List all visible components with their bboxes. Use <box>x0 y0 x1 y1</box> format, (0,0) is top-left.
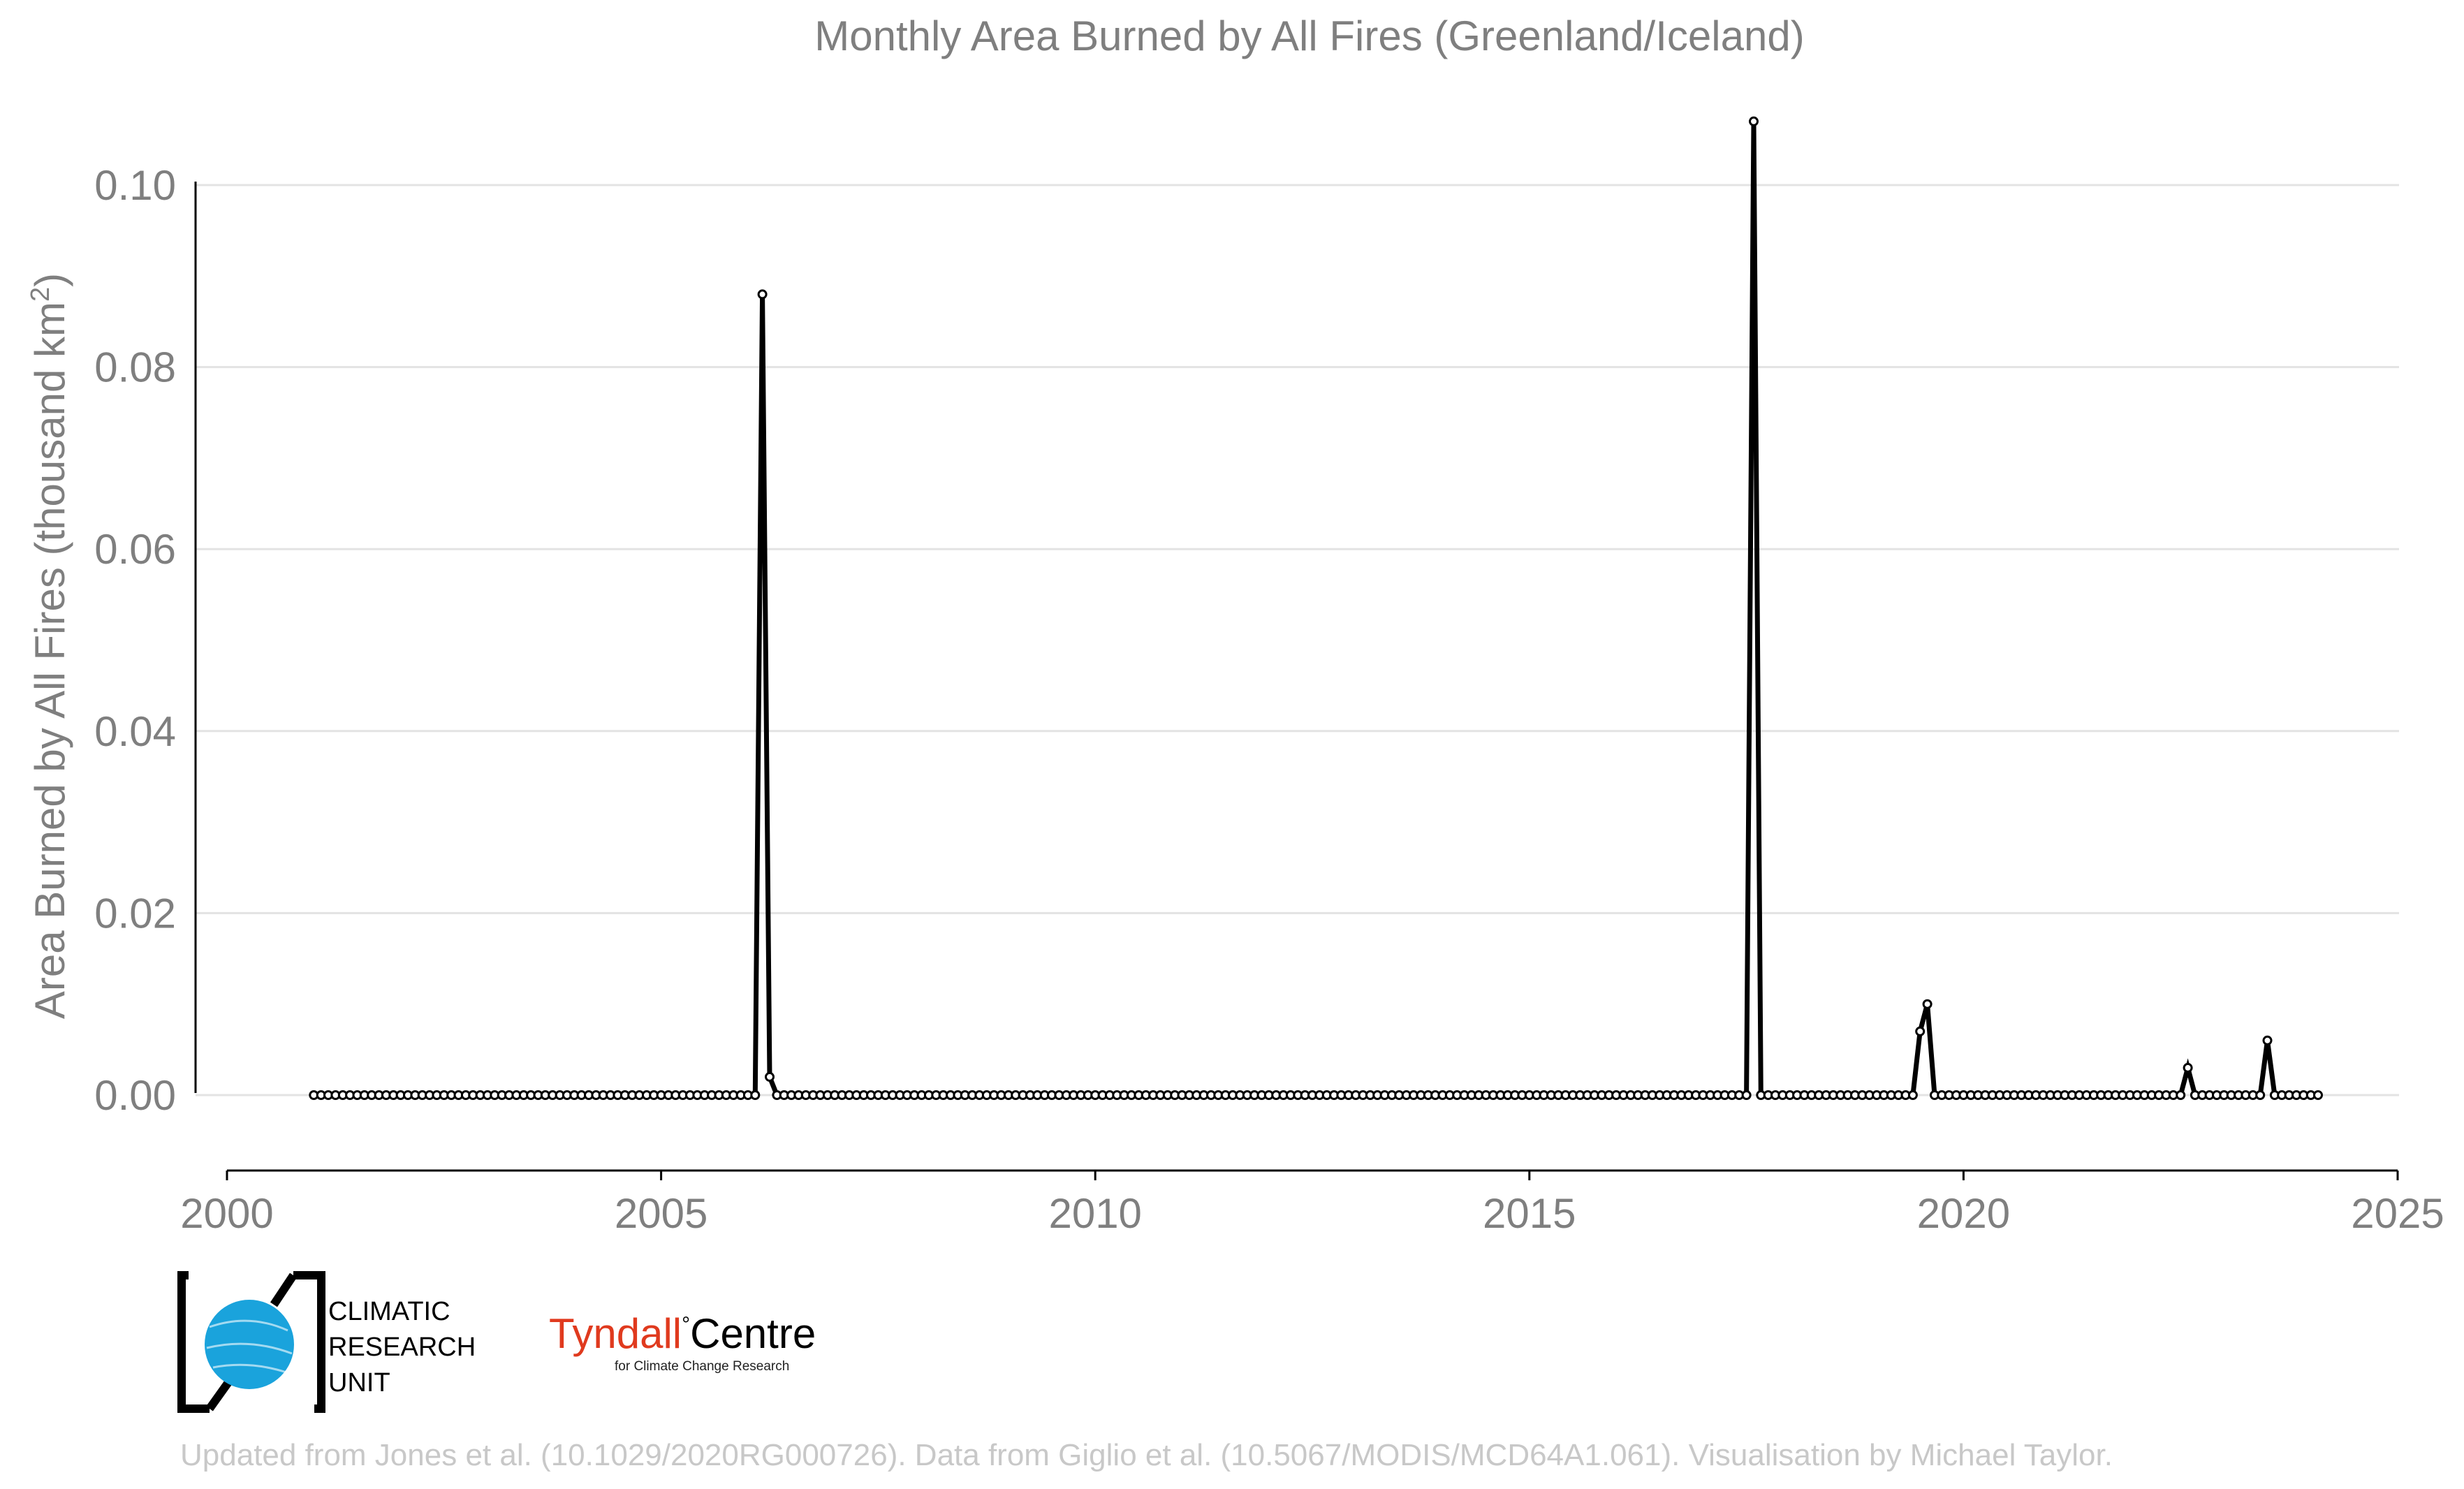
cru-logo: CLIMATIC RESEARCH UNIT <box>177 1271 476 1413</box>
globe-lines-icon <box>206 1319 293 1374</box>
cru-logo-bracket-left <box>177 1271 210 1413</box>
y-tick-label: 0.04 <box>94 708 176 755</box>
x-tick-labels: 2000 2005 2010 2015 2020 2025 <box>180 1171 2444 1237</box>
cru-logo-bracket-right <box>293 1271 325 1413</box>
y-tick-label: 0.10 <box>94 162 176 209</box>
data-point <box>1749 116 1759 126</box>
data-point <box>2255 1090 2266 1100</box>
tyndall-logo: Tyndall°Centre for Climate Change Resear… <box>549 1310 816 1374</box>
x-tick-label: 2010 <box>1048 1190 1141 1237</box>
series-line <box>314 121 2318 1098</box>
data-point <box>1741 1090 1752 1100</box>
tyndall-logo-subtitle: for Climate Change Research <box>615 1359 789 1374</box>
chart-title: Monthly Area Burned by All Fires (Greenl… <box>814 13 1804 59</box>
x-tick-label: 2020 <box>1917 1190 2010 1237</box>
y-axis-label-close: ) <box>27 273 73 287</box>
y-axis-label-text: Area Burned by All Fires (thousand km <box>27 302 73 1019</box>
cru-logo-slash-left <box>206 1377 234 1411</box>
data-points <box>309 116 2323 1100</box>
y-tick-label: 0.00 <box>94 1072 176 1119</box>
data-point <box>1907 1090 1918 1100</box>
data-point <box>1915 1026 1926 1036</box>
footer-credit: Updated from Jones et al. (10.1029/2020R… <box>180 1438 2113 1472</box>
x-tick-label: 2000 <box>180 1190 273 1237</box>
y-axis-label-superscript: 2 <box>26 287 55 302</box>
tyndall-logo-degree: ° <box>682 1313 690 1336</box>
y-tick-label: 0.02 <box>94 890 176 937</box>
data-point <box>2262 1035 2273 1046</box>
y-tick-label: 0.08 <box>94 344 176 391</box>
tyndall-logo-text: Tyndall°Centre <box>549 1310 816 1357</box>
tyndall-logo-name2: Centre <box>690 1310 816 1357</box>
y-tick-label: 0.06 <box>94 526 176 573</box>
cru-logo-slash-right <box>270 1272 297 1307</box>
data-point <box>2183 1062 2193 1073</box>
data-point <box>750 1090 761 1100</box>
cru-logo-line2: RESEARCH <box>328 1333 476 1362</box>
data-point <box>1922 999 1933 1009</box>
data-point <box>2176 1090 2186 1100</box>
y-tick-labels: 0.00 0.02 0.04 0.06 0.08 0.10 <box>94 162 176 1119</box>
x-tick-label: 2025 <box>2351 1190 2444 1237</box>
x-tick-label: 2015 <box>1483 1190 1576 1237</box>
y-axis-label: Area Burned by All Fires (thousand km2) <box>26 273 73 1019</box>
data-point <box>765 1071 775 1082</box>
data-point <box>2313 1090 2323 1100</box>
cru-logo-line1: CLIMATIC <box>328 1297 450 1326</box>
tyndall-logo-name: Tyndall <box>549 1310 682 1357</box>
gridlines <box>196 184 2399 1096</box>
cru-logo-line3: UNIT <box>328 1368 390 1398</box>
x-tick-label: 2005 <box>615 1190 707 1237</box>
data-point <box>757 289 768 300</box>
